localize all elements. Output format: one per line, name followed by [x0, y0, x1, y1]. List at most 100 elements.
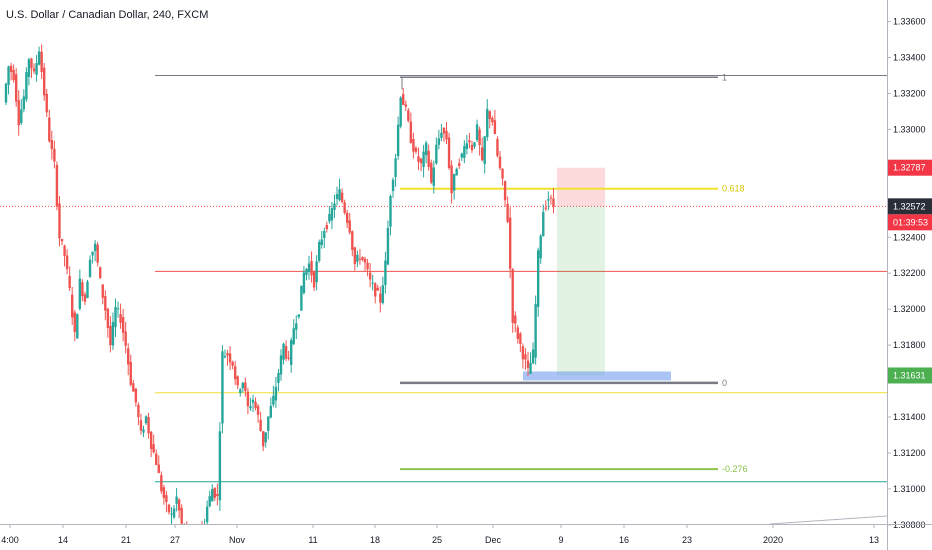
candle-body [121, 317, 125, 333]
candle-body [226, 353, 229, 356]
candle-body [144, 416, 148, 424]
candle-body [37, 51, 41, 65]
price-tick-label: 1.31200 [893, 448, 926, 458]
candle-body [73, 312, 76, 333]
price-tick-label: 1.31000 [893, 484, 926, 494]
candles [4, 44, 555, 550]
candle-body [55, 164, 59, 207]
candle-body [287, 357, 290, 359]
candle-body [394, 158, 397, 178]
candle-body [127, 348, 130, 365]
time-tick-label: 2020 [763, 535, 783, 545]
candle-body [430, 162, 433, 183]
candle-body [180, 508, 183, 524]
fib-level-0-label: 0 [722, 378, 727, 388]
candle-body [317, 241, 321, 261]
candle-body [139, 420, 143, 431]
candle-body [353, 247, 357, 265]
candle-body [256, 405, 260, 415]
candle-body [473, 142, 476, 147]
candle-body [470, 144, 474, 151]
candle-body [71, 294, 74, 318]
candle-body [412, 138, 415, 152]
candle-body [442, 127, 446, 134]
candle-body [99, 267, 102, 279]
candle-body [427, 150, 430, 168]
trend-line [769, 515, 888, 525]
candle-body [228, 353, 232, 363]
candle-body [335, 194, 339, 199]
candle-body [259, 419, 262, 431]
candle-body [119, 314, 122, 323]
candle-body [132, 383, 135, 392]
countdown-badge [888, 214, 932, 231]
candle-body [310, 260, 313, 276]
candle-body [9, 65, 13, 72]
candle-body [254, 401, 257, 409]
candle-body [440, 132, 443, 138]
candle-body [508, 217, 512, 269]
candle-body [233, 366, 237, 380]
plot-area [0, 0, 887, 524]
candle-body [274, 386, 278, 401]
candle-body [42, 67, 46, 96]
time-tick-label: Nov [229, 535, 246, 545]
candle-body [20, 109, 23, 124]
candle-body [170, 513, 173, 515]
candle-body [478, 129, 481, 145]
candle-body [149, 431, 153, 450]
candle-body [422, 151, 425, 167]
candle-body [402, 94, 405, 105]
candle-body [246, 391, 250, 407]
candle-body [460, 153, 463, 158]
candle-body [386, 227, 390, 265]
candle-body [547, 199, 550, 201]
candle-body [86, 281, 89, 299]
candle-body [272, 395, 275, 405]
candle-body [363, 258, 367, 263]
time-tick-label: 11 [308, 535, 317, 545]
candle-body [432, 167, 435, 186]
candle-body [205, 506, 209, 523]
candle-body [381, 285, 385, 304]
candle-body [244, 382, 247, 392]
candle-body [536, 250, 540, 307]
candle-body [155, 453, 158, 465]
candle-body [437, 138, 441, 145]
candle-body [351, 231, 354, 250]
current-price-badge [888, 198, 932, 215]
candle-body [328, 214, 331, 222]
candle-body [534, 303, 537, 358]
candle-body [396, 124, 400, 156]
stop-price-label: 1.32787 [893, 163, 926, 173]
candle-body [399, 97, 402, 127]
candle-body [137, 404, 140, 418]
candle-body [208, 496, 211, 507]
candle-body [348, 220, 351, 233]
price-tick-label: 1.31800 [893, 340, 926, 350]
price-tick-label: 1.32000 [893, 304, 926, 314]
candle-body [236, 376, 239, 386]
candle-body [172, 508, 176, 518]
candle-body [475, 124, 479, 141]
candle-body [157, 464, 160, 473]
candle-body [346, 212, 349, 223]
candle-body [376, 287, 379, 291]
candle-body [96, 244, 99, 263]
candle-body [76, 314, 79, 339]
candle-body [302, 272, 306, 294]
candle-body [116, 308, 120, 310]
candle-body [542, 212, 545, 237]
candle-body [404, 104, 407, 107]
target-price-badge [888, 367, 932, 384]
candle-body [111, 322, 115, 346]
candle-body [300, 285, 303, 311]
candle-body [488, 111, 491, 119]
candle-body [81, 282, 84, 297]
candle-body [552, 198, 555, 208]
candle-body [519, 333, 522, 344]
candle-body [379, 293, 382, 303]
candle-body [424, 142, 428, 156]
time-tick-label: 16 [619, 535, 629, 545]
